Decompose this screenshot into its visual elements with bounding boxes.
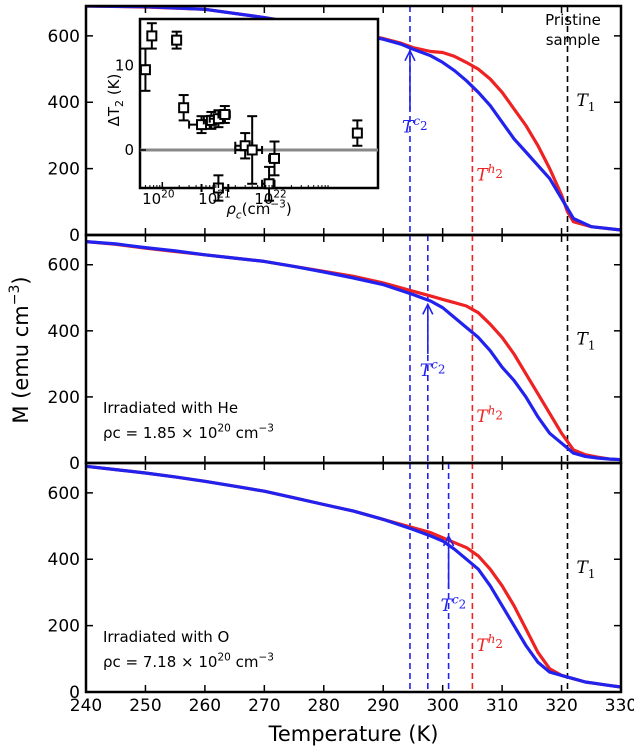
y-tick-label: 0 <box>69 683 80 703</box>
t2h-label: Th2 <box>476 632 503 656</box>
y-tick-label: 0 <box>69 454 80 474</box>
t2c-arrow-head <box>442 534 455 547</box>
inset-marker <box>351 127 363 139</box>
annotation-line-2: sample <box>546 31 601 49</box>
t1-label: T1 <box>577 329 596 352</box>
inset-marker <box>171 34 183 46</box>
inset-marker <box>263 178 275 190</box>
t2c-label: Tc2 <box>402 114 428 138</box>
x-axis-title: Temperature (K) <box>268 722 439 746</box>
x-tick-label: 300 <box>426 696 458 716</box>
y-tick-label: 400 <box>48 93 80 113</box>
t2c-arrow-head <box>404 49 416 62</box>
y-tick-label: 200 <box>48 388 80 408</box>
annotation-line-1: Irradiated with He <box>103 399 238 417</box>
inset-data-point <box>351 119 363 147</box>
y-tick-label: 400 <box>48 550 80 570</box>
y-axis-title: M (emu cm−3) <box>7 276 33 423</box>
t2c-arrow-head <box>422 302 434 315</box>
inset-x-axis-title: ρc(cm−3) <box>226 198 291 221</box>
inset-x-tick-label: 1022 <box>254 188 286 208</box>
x-tick-label: 240 <box>70 696 102 716</box>
series-line-blue <box>86 464 621 689</box>
t1-label: T1 <box>577 558 596 581</box>
inset-data-point <box>268 140 281 177</box>
inset-data-point <box>171 30 183 50</box>
inset-x-tick-label: 1021 <box>198 188 230 208</box>
x-tick-label: 270 <box>248 696 280 716</box>
inset-x-tick-label: 1020 <box>142 188 174 208</box>
annotation-line-1: Irradiated with O <box>103 628 229 646</box>
inset-data-point <box>178 94 190 122</box>
inset-marker <box>269 152 281 164</box>
x-tick-label: 250 <box>129 696 161 716</box>
t2h-label: Th2 <box>476 162 503 186</box>
y-tick-label: 400 <box>48 322 80 342</box>
t2c-label: Tc2 <box>441 592 467 616</box>
inset-data-point <box>234 115 264 185</box>
x-tick-label: 310 <box>486 696 518 716</box>
x-tick-label: 330 <box>605 696 634 716</box>
x-tick-label: 260 <box>189 696 221 716</box>
inset-marker <box>219 108 231 120</box>
t1-label: T1 <box>577 91 596 114</box>
inset-marker <box>146 30 158 42</box>
series-line-blue <box>86 240 621 462</box>
annotation-line-2: ρc = 7.18 × 1020 cm−3 <box>103 651 274 671</box>
inset-marker <box>246 144 258 156</box>
t2c-label: Tc2 <box>420 357 446 381</box>
y-tick-label: 600 <box>48 27 80 47</box>
y-tick-label: 0 <box>69 226 80 246</box>
annotation-line-1: Pristine <box>545 11 601 29</box>
panel-o: 0 200 400 600 Irradiated with O <box>48 461 623 703</box>
y-tick-label: 200 <box>48 160 80 180</box>
annotation-line-2: ρc = 1.85 × 1020 cm−3 <box>103 422 274 442</box>
panel-frame <box>84 461 623 694</box>
inset-y-tick-label: 0 <box>124 141 134 159</box>
x-tick-label: 290 <box>367 696 399 716</box>
inset-marker <box>139 64 151 76</box>
inset-y-tick-label: 10 <box>115 56 134 74</box>
inset-data-point <box>146 22 158 50</box>
y-tick-label: 200 <box>48 617 80 637</box>
y-tick-label: 600 <box>48 484 80 504</box>
inset-y-axis-title: ΔT2 (K) <box>105 74 126 127</box>
x-tick-label: 320 <box>545 696 577 716</box>
panel-he: 0 200 400 600 Irradiated with He <box>48 233 623 474</box>
t2h-label: Th2 <box>476 403 503 427</box>
inset-data-point <box>217 105 231 124</box>
x-tick-label: 280 <box>308 696 340 716</box>
y-tick-label: 600 <box>48 256 80 276</box>
inset-marker <box>178 102 190 114</box>
